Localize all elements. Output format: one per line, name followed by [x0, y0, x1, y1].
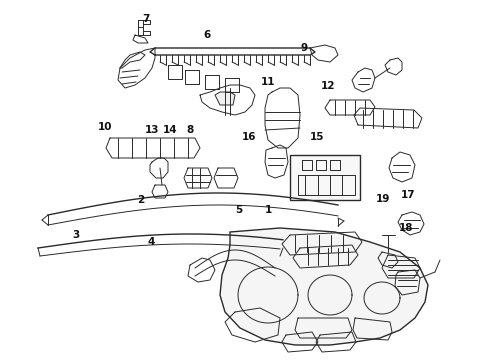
- Text: 17: 17: [400, 190, 415, 200]
- Text: 14: 14: [163, 125, 178, 135]
- Polygon shape: [290, 155, 360, 200]
- Text: 16: 16: [242, 132, 256, 142]
- Text: 4: 4: [147, 237, 155, 247]
- Text: 7: 7: [142, 14, 150, 24]
- Polygon shape: [220, 228, 428, 345]
- Text: 19: 19: [376, 194, 391, 204]
- Text: 1: 1: [265, 204, 272, 215]
- Text: 18: 18: [398, 222, 413, 233]
- Text: 5: 5: [236, 204, 243, 215]
- Text: 2: 2: [138, 195, 145, 205]
- Text: 13: 13: [145, 125, 159, 135]
- Text: 11: 11: [261, 77, 276, 87]
- Polygon shape: [215, 92, 235, 105]
- Text: 8: 8: [187, 125, 194, 135]
- Text: 12: 12: [321, 81, 336, 91]
- Text: 9: 9: [300, 42, 307, 53]
- Text: 15: 15: [310, 132, 325, 142]
- Text: 6: 6: [203, 30, 210, 40]
- Text: 10: 10: [98, 122, 113, 132]
- Text: 3: 3: [73, 230, 79, 240]
